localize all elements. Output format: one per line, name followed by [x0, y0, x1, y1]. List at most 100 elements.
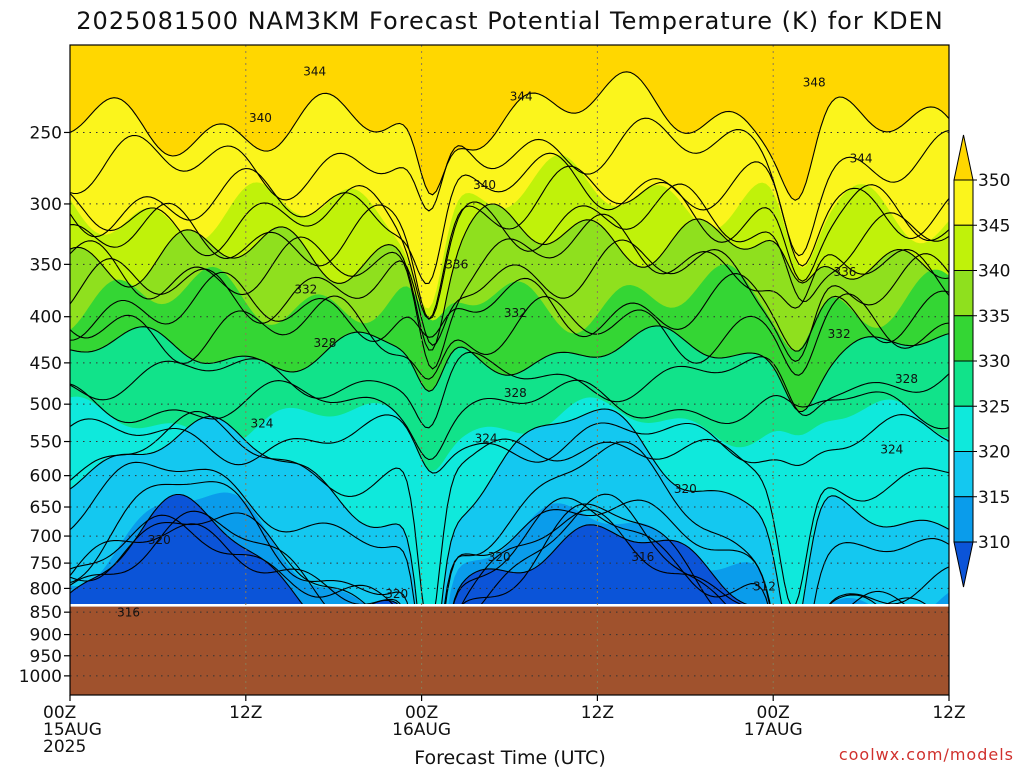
contour-label: 340 [249, 111, 272, 125]
colorbar-segment [953, 451, 974, 498]
y-tick-label: 850 [30, 603, 62, 623]
contour-label: 316 [117, 606, 140, 620]
colorbar-bottom-arrow [953, 541, 974, 588]
y-tick-label: 550 [30, 433, 62, 453]
colorbar-segment [953, 179, 974, 226]
contour-label: 312 [753, 579, 776, 593]
contour-320 [70, 408, 949, 604]
band-below-315 [70, 492, 949, 604]
contour-label: 320 [148, 533, 171, 547]
colorbar-tick-label: 350 [978, 171, 1010, 191]
x-tick-label: 2025 [43, 737, 86, 757]
contour-label: 336 [445, 257, 468, 271]
potential-temperature-bands [70, 45, 949, 604]
colorbar-segment [953, 224, 974, 271]
contour-label: 344 [303, 65, 326, 79]
colorbar-tick-label: 325 [978, 397, 1010, 417]
x-tick-label: 16AUG [392, 720, 451, 740]
colorbar-tick-label: 320 [978, 443, 1010, 463]
contour-label: 332 [294, 282, 317, 296]
x-tick-label: 00Z [757, 703, 790, 723]
grid-lines [70, 45, 949, 695]
contour-label: 324 [880, 442, 903, 456]
terrain-below-ground [70, 606, 949, 695]
contour-336 [70, 239, 949, 363]
contour-350 [70, 71, 949, 201]
x-tick-label: 15AUG [43, 720, 102, 740]
colorbar-segment [953, 270, 974, 317]
contour-322 [70, 410, 949, 604]
y-axis: 250 300 350 400 450 500 550 600 650 700 750 800 850 9… [19, 123, 70, 687]
y-tick-label: 700 [30, 527, 62, 547]
contour-310 [70, 493, 748, 604]
x-tick-label: 00Z [43, 703, 76, 723]
y-tick-label: 350 [30, 255, 62, 275]
contour-label: 344 [850, 151, 873, 165]
y-tick-label: 300 [30, 195, 62, 215]
colorbar-segment [953, 315, 974, 362]
contour-label: 320 [674, 482, 697, 496]
contour-label: 332 [828, 327, 851, 341]
y-tick-label: 250 [30, 123, 62, 143]
y-tick-label: 950 [30, 647, 62, 667]
contour-label: 332 [504, 306, 527, 320]
colorbar-segment [953, 496, 974, 543]
x-tick-label: 12Z [932, 703, 965, 723]
y-tick-label: 450 [30, 354, 62, 374]
contour-label: 324 [250, 416, 273, 430]
plot-frame [69, 44, 950, 696]
contour-332 [70, 293, 949, 380]
contour-label: 328 [313, 336, 336, 350]
y-tick-label: 400 [30, 308, 62, 328]
colorbar-tick-label: 345 [978, 216, 1010, 236]
contour-340 [70, 203, 949, 351]
x-tick-label: 12Z [229, 703, 262, 723]
y-tick-label: 1000 [19, 667, 62, 687]
x-axis-label: Forecast Time (UTC) [414, 747, 605, 768]
credit-text: coolwx.com/models [839, 745, 1014, 764]
contour-label: 320 [385, 587, 408, 601]
contour-lines [70, 71, 949, 604]
colorbar-segment [953, 360, 974, 407]
contour-label: 320 [488, 550, 511, 564]
plot-area: 344 348 344 340 344 340 336 336 332 332 332 328 328 3… [70, 45, 949, 695]
contour-label: 336 [834, 265, 857, 279]
y-tick-label: 900 [30, 626, 62, 646]
y-tick-label: 500 [30, 395, 62, 415]
x-tick-label: 00Z [405, 703, 438, 723]
contour-label: 344 [510, 89, 533, 103]
contour-316 [70, 481, 949, 604]
contour-318 [70, 441, 949, 604]
band-below-320 [70, 409, 949, 604]
contour-344 [70, 165, 949, 320]
colorbar-tick-label: 330 [978, 352, 1010, 372]
contour-326 [70, 379, 949, 461]
colorbar-tick-label: 310 [978, 533, 1010, 553]
y-tick-label: 600 [30, 467, 62, 487]
contour-348 [70, 117, 949, 257]
contour-328 [70, 351, 949, 429]
contour-308 [70, 509, 742, 604]
contour-labels: 344 348 344 340 344 340 336 336 332 332 332 328 328 3… [117, 65, 918, 620]
contour-label: 328 [895, 372, 918, 386]
y-tick-label: 800 [30, 579, 62, 599]
contour-334 [70, 271, 949, 352]
x-tick-label: 12Z [581, 703, 614, 723]
x-tick-label: 17AUG [744, 720, 803, 740]
colorbar-tick-label: 340 [978, 262, 1010, 282]
y-tick-label: 650 [30, 498, 62, 518]
contour-346 [70, 152, 949, 285]
colorbar-segment [953, 405, 974, 452]
colorbar-top-arrow [953, 134, 974, 181]
contour-label: 340 [473, 178, 496, 192]
contour-label: 324 [475, 432, 498, 446]
contour-312 [70, 503, 905, 604]
contour-306 [70, 493, 927, 604]
contour-label: 328 [504, 386, 527, 400]
y-tick-label: 750 [30, 554, 62, 574]
contour-330 [70, 325, 949, 413]
contour-label: 348 [803, 75, 826, 89]
contour-314 [70, 497, 877, 604]
